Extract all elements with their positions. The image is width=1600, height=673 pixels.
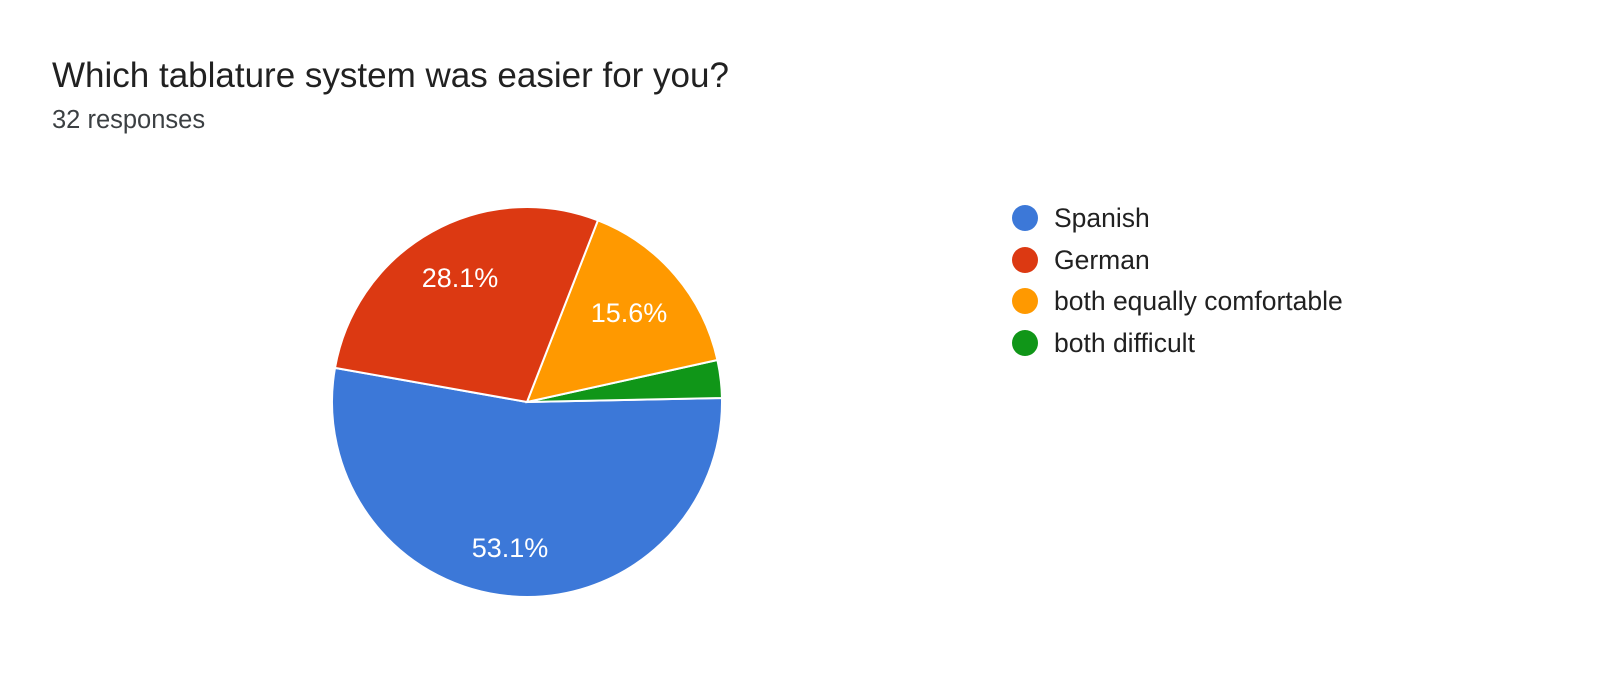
svg-text:53.1%: 53.1%	[472, 533, 549, 563]
svg-text:15.6%: 15.6%	[591, 298, 668, 328]
svg-text:28.1%: 28.1%	[422, 263, 499, 293]
